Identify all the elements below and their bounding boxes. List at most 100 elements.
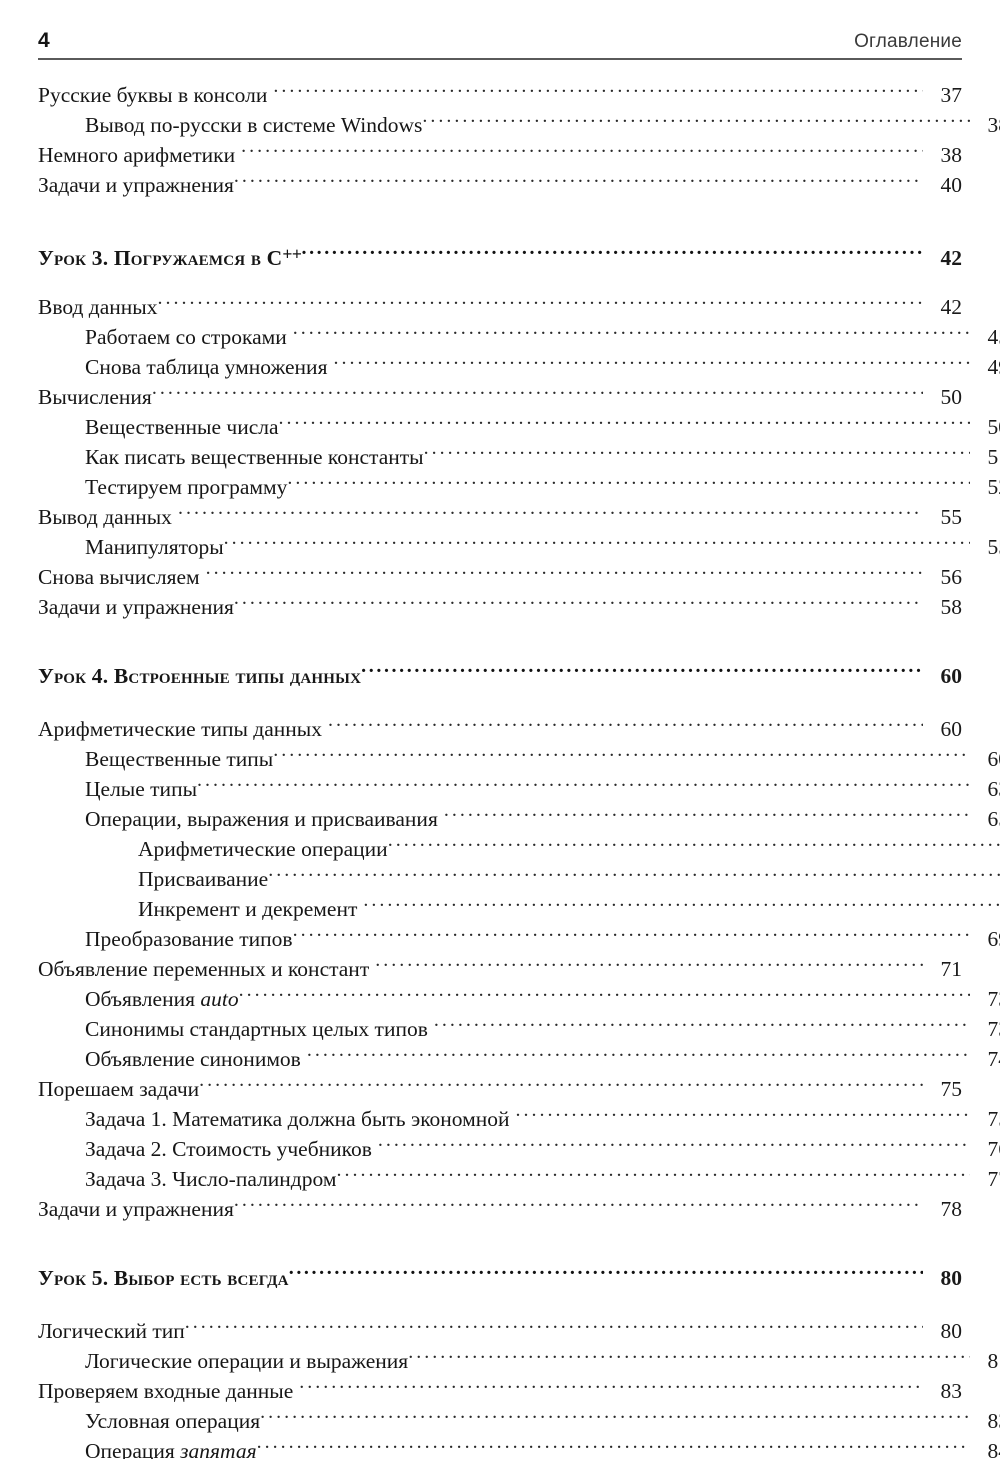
toc-entry[interactable]: Присваивание67 <box>38 864 1000 894</box>
toc-entry-label: Операции, выражения и присваивания <box>85 807 438 831</box>
toc-entry[interactable]: Объявления auto73 <box>38 984 1000 1459</box>
toc-entry-label: Вывод по-русски в системе Windows <box>85 113 423 137</box>
toc-entry[interactable]: Вывод данных55 <box>38 502 962 1459</box>
toc-entry-label: Как писать вещественные константы <box>85 445 424 469</box>
toc-entry[interactable]: Задачи и упражнения58 <box>38 592 962 1459</box>
toc-entry[interactable]: Как писать вещественные константы51 <box>38 442 1000 1459</box>
toc-entry-label: Задача 2. Стоимость учебников <box>85 1137 372 1161</box>
running-head: 4 Оглавление <box>38 28 962 62</box>
toc-entry[interactable]: Инкремент и декремент68 <box>38 894 1000 924</box>
toc-entry[interactable]: Вычисления50 <box>38 382 962 1459</box>
toc-lesson-heading[interactable]: Урок 3. Погружаемся в C++42 <box>38 238 962 1459</box>
dot-leader <box>199 1075 923 1097</box>
dot-leader <box>336 1165 970 1187</box>
toc-entry-label: Вывод данных <box>38 505 172 529</box>
toc-entry-label: Объявления auto <box>85 987 239 1011</box>
toc-entry[interactable]: Задачи и упражнения78 <box>38 1194 962 1459</box>
dot-leader <box>422 111 970 133</box>
dot-leader <box>293 323 970 345</box>
dot-leader <box>185 1317 923 1339</box>
toc-entry-label: Проверяем входные данные <box>38 1379 294 1403</box>
toc-entry[interactable]: Работаем со строками45 <box>38 322 1000 1459</box>
toc-entry[interactable]: Операции, выражения и присваивания65 <box>38 804 1000 1459</box>
dot-leader <box>239 985 970 1007</box>
section-gap <box>38 622 962 660</box>
dot-leader <box>408 1347 970 1369</box>
toc-entry-label: Урок 4. Встроенные типы данных <box>38 664 362 688</box>
running-head-title: Оглавление <box>854 31 962 52</box>
toc-entry[interactable]: Проверяем входные данные83 <box>38 1376 962 1459</box>
toc-entry[interactable]: Вещественные числа50 <box>38 412 1000 1459</box>
dot-leader <box>234 171 923 193</box>
dot-leader <box>273 81 923 103</box>
dot-leader <box>444 805 970 827</box>
toc-lesson-heading[interactable]: Урок 5. Выбор есть всегда80 <box>38 1262 962 1459</box>
toc-entry[interactable]: Логический тип80 <box>38 1316 962 1459</box>
section-gap <box>38 1294 962 1316</box>
dot-leader <box>234 1195 923 1217</box>
toc-entry-label: Арифметические операции <box>138 837 388 861</box>
toc-entry-label: Урок 3. Погружаемся в C++ <box>38 244 302 270</box>
toc-entry[interactable]: Объявление синонимов74 <box>38 1044 1000 1459</box>
toc-entry-label: Немного арифметики <box>38 143 236 167</box>
dot-leader <box>299 1377 923 1399</box>
dot-leader <box>178 503 923 525</box>
toc-entry[interactable]: Арифметические операции66 <box>38 834 1000 864</box>
toc-entry-label: Объявление синонимов <box>85 1047 301 1071</box>
toc-entry-label: Вещественные числа <box>85 415 279 439</box>
toc-entry[interactable]: Объявление переменных и констант71 <box>38 954 962 1459</box>
toc-entry[interactable]: Ввод данных42 <box>38 292 962 1459</box>
section-gap <box>38 692 962 714</box>
dot-leader <box>234 593 923 615</box>
toc-entry[interactable]: Тестируем программу52 <box>38 472 1000 1459</box>
dot-leader <box>328 715 923 737</box>
toc-entry-label: Тестируем программу <box>85 475 288 499</box>
toc-entry[interactable]: Снова таблица умножения49 <box>38 352 1000 1459</box>
toc-entry-label: Вычисления <box>38 385 152 409</box>
dot-leader <box>279 413 970 435</box>
toc-entry[interactable]: Вывод по-русски в системе Windows38 <box>38 110 1000 1459</box>
toc-entry[interactable]: Манипуляторы55 <box>38 532 1000 1459</box>
toc-entry[interactable]: Порешаем задачи75 <box>38 1074 962 1459</box>
toc-entry-label: Работаем со строками <box>85 325 287 349</box>
toc-entry[interactable]: Задача 3. Число-палиндром77 <box>38 1164 1000 1459</box>
toc-entry[interactable]: Условная операция83 <box>38 1406 1000 1459</box>
toc-entry-label: Задача 1. Математика должна быть экономн… <box>85 1107 510 1131</box>
dot-leader <box>157 293 923 315</box>
toc-entry[interactable]: Операция запятая 84 <box>38 1436 1000 1459</box>
toc-entry[interactable]: Задачи и упражнения40 <box>38 170 962 1459</box>
toc-entry[interactable]: Снова вычисляем56 <box>38 562 962 1459</box>
dot-leader <box>361 662 923 684</box>
dot-leader <box>378 1135 970 1157</box>
toc-entry[interactable]: Целые типы63 <box>38 774 1000 1459</box>
toc-entry[interactable]: Арифметические типы данных60 <box>38 714 962 1459</box>
toc-entry[interactable]: Немного арифметики38 <box>38 140 962 1459</box>
toc-entry[interactable]: Задача 1. Математика должна быть экономн… <box>38 1104 1000 1459</box>
table-of-contents: Русские буквы в консоли37Вывод по-русски… <box>38 80 1000 1459</box>
dot-leader <box>289 1264 923 1286</box>
toc-entry-label: Преобразование типов <box>85 927 293 951</box>
dot-leader <box>424 443 970 465</box>
toc-entry[interactable]: Преобразование типов69 <box>38 924 1000 1459</box>
dot-leader <box>260 1407 970 1429</box>
toc-entry-label: Задачи и упражнения <box>38 1197 234 1221</box>
toc-entry-label: Ввод данных <box>38 295 158 319</box>
toc-entry-label: Условная операция <box>85 1409 261 1433</box>
toc-lesson-heading[interactable]: Урок 4. Встроенные типы данных60 <box>38 660 962 1459</box>
toc-entry[interactable]: Русские буквы в консоли37 <box>38 80 962 1459</box>
toc-entry-label: Арифметические типы данных <box>38 717 322 741</box>
toc-entry[interactable]: Синонимы стандартных целых типов73 <box>38 1014 1000 1459</box>
toc-entry-label: Целые типы <box>85 777 198 801</box>
dot-leader <box>268 865 1000 887</box>
toc-entry-label: Задачи и упражнения <box>38 173 234 197</box>
toc-entry[interactable]: Задача 2. Стоимость учебников76 <box>38 1134 1000 1459</box>
toc-entry-label: Синонимы стандартных целых типов <box>85 1017 428 1041</box>
toc-entry[interactable]: Логические операции и выражения81 <box>38 1346 1000 1459</box>
toc-entry-label: Инкремент и декремент <box>138 897 358 921</box>
dot-leader <box>333 353 970 375</box>
header-rule <box>38 58 962 60</box>
toc-entry-label: Манипуляторы <box>85 535 224 559</box>
toc-entry-label: Задачи и упражнения <box>38 595 234 619</box>
toc-entry[interactable]: Вещественные типы60 <box>38 744 1000 1459</box>
